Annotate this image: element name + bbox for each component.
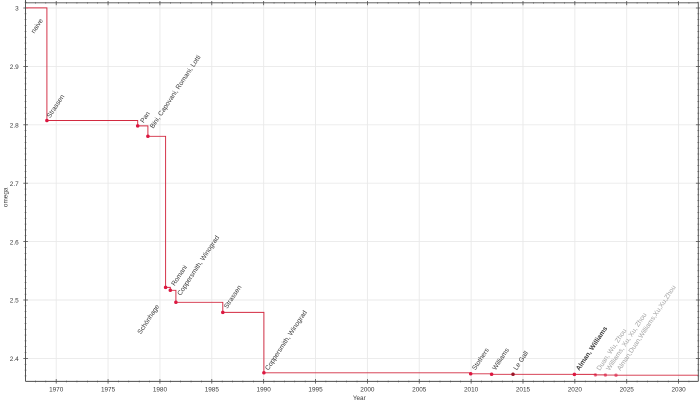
svg-text:1985: 1985 — [205, 386, 220, 393]
svg-text:2020: 2020 — [568, 386, 583, 393]
svg-text:3: 3 — [15, 6, 19, 13]
svg-text:Year: Year — [353, 395, 367, 402]
svg-text:1975: 1975 — [101, 386, 116, 393]
svg-text:2000: 2000 — [360, 386, 375, 393]
svg-text:2030: 2030 — [671, 386, 686, 393]
svg-text:1990: 1990 — [257, 386, 272, 393]
svg-text:2.5: 2.5 — [10, 298, 19, 305]
svg-text:2015: 2015 — [516, 386, 531, 393]
svg-text:2005: 2005 — [412, 386, 427, 393]
svg-text:2.7: 2.7 — [10, 181, 19, 188]
svg-text:2.9: 2.9 — [10, 64, 19, 71]
svg-text:2025: 2025 — [620, 386, 635, 393]
svg-text:2.4: 2.4 — [10, 356, 19, 363]
svg-text:1995: 1995 — [308, 386, 323, 393]
svg-text:omega: omega — [2, 187, 9, 207]
svg-text:2010: 2010 — [464, 386, 479, 393]
svg-text:1980: 1980 — [153, 386, 168, 393]
svg-text:1970: 1970 — [49, 386, 64, 393]
svg-text:2.8: 2.8 — [10, 123, 19, 130]
svg-text:2.6: 2.6 — [10, 239, 19, 246]
